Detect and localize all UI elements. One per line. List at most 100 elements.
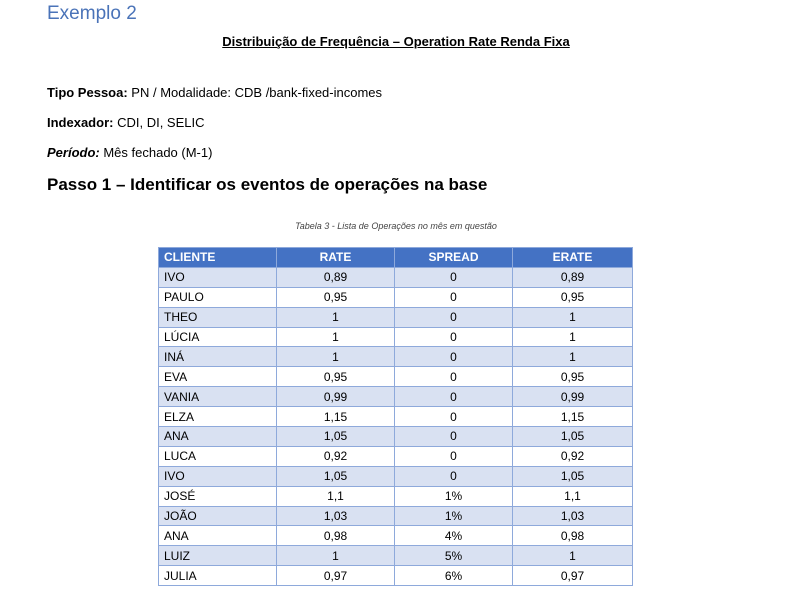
table-row: PAULO 0,95 0 0,95 <box>158 286 633 308</box>
table-row: JULIA 0,97 6% 0,97 <box>158 565 633 587</box>
cell-spread: 0 <box>394 465 513 487</box>
document-title: Distribuição de Frequência – Operation R… <box>222 34 570 49</box>
cell-erate: 0,92 <box>512 445 633 467</box>
cell-spread: 0 <box>394 445 513 467</box>
cell-rate: 0,89 <box>276 266 395 288</box>
column-header-rate: RATE <box>276 247 395 268</box>
cell-erate: 1 <box>512 306 633 328</box>
cell-spread: 1% <box>394 505 513 527</box>
table-row: ANA 0,98 4% 0,98 <box>158 525 633 547</box>
cell-erate: 1 <box>512 326 633 348</box>
cell-erate: 1,03 <box>512 505 633 527</box>
cell-cliente: PAULO <box>158 286 277 308</box>
cell-cliente: LUCA <box>158 445 277 467</box>
cell-erate: 0,89 <box>512 266 633 288</box>
cell-cliente: JULIA <box>158 565 277 587</box>
cell-erate: 0,98 <box>512 525 633 547</box>
meta-tipo-label: Tipo Pessoa: <box>47 85 128 100</box>
cell-rate: 0,95 <box>276 286 395 308</box>
cell-rate: 1 <box>276 545 395 567</box>
cell-rate: 0,98 <box>276 525 395 547</box>
cell-cliente: ANA <box>158 525 277 547</box>
cell-cliente: LUIZ <box>158 545 277 567</box>
cell-cliente: JOSÉ <box>158 485 277 507</box>
meta-periodo: Período: Mês fechado (M-1) <box>47 145 212 160</box>
cell-spread: 6% <box>394 565 513 587</box>
meta-periodo-value: Mês fechado (M-1) <box>99 145 213 160</box>
cell-rate: 1 <box>276 326 395 348</box>
table-row: VANIA 0,99 0 0,99 <box>158 386 633 408</box>
column-header-erate: ERATE <box>512 247 633 268</box>
meta-tipo-value: PN / Modalidade: CDB /bank-fixed-incomes <box>127 85 383 100</box>
table-row: THEO 1 0 1 <box>158 306 633 328</box>
cell-erate: 0,97 <box>512 565 633 587</box>
cell-spread: 4% <box>394 525 513 547</box>
cell-erate: 0,99 <box>512 386 633 408</box>
cell-spread: 0 <box>394 306 513 328</box>
cell-rate: 1,05 <box>276 426 395 447</box>
meta-indexador-value: CDI, DI, SELIC <box>113 115 205 130</box>
cell-spread: 0 <box>394 326 513 348</box>
cell-spread: 0 <box>394 366 513 388</box>
column-header-cliente: CLIENTE <box>158 247 277 268</box>
cell-spread: 1% <box>394 485 513 507</box>
meta-indexador: Indexador: CDI, DI, SELIC <box>47 115 205 130</box>
table-row: INÁ 1 0 1 <box>158 346 633 368</box>
table-row: LUIZ 1 5% 1 <box>158 545 633 567</box>
cell-cliente: THEO <box>158 306 277 328</box>
table-row: IVO 1,05 0 1,05 <box>158 465 633 487</box>
cell-spread: 0 <box>394 266 513 288</box>
cell-spread: 5% <box>394 545 513 567</box>
column-header-spread: SPREAD <box>394 247 513 268</box>
table-row: JOSÉ 1,1 1% 1,1 <box>158 485 633 507</box>
cell-rate: 0,97 <box>276 565 395 587</box>
table-caption: Tabela 3 - Lista de Operações no mês em … <box>295 221 497 231</box>
cell-rate: 0,99 <box>276 386 395 408</box>
table-body: IVO 0,89 0 0,89 PAULO 0,95 0 0,95 THEO 1 0 1 LÚCIA 1 0… <box>158 266 633 587</box>
table-row: ELZA 1,15 0 1,15 <box>158 406 633 428</box>
cell-rate: 1,15 <box>276 406 395 428</box>
cell-spread: 0 <box>394 346 513 368</box>
example-heading: Exemplo 2 <box>47 3 137 24</box>
cell-cliente: JOÃO <box>158 505 277 527</box>
cell-rate: 0,92 <box>276 445 395 467</box>
operations-table: CLIENTE RATE SPREAD ERATE IVO 0,89 0 0,89 PA… <box>158 247 633 587</box>
cell-rate: 1 <box>276 306 395 328</box>
table-row: LÚCIA 1 0 1 <box>158 326 633 348</box>
cell-rate: 0,95 <box>276 366 395 388</box>
cell-erate: 1 <box>512 545 633 567</box>
table-row: EVA 0,95 0 0,95 <box>158 366 633 388</box>
cell-rate: 1,03 <box>276 505 395 527</box>
cell-erate: 0,95 <box>512 286 633 308</box>
cell-cliente: VANIA <box>158 386 277 408</box>
cell-spread: 0 <box>394 286 513 308</box>
cell-erate: 1 <box>512 346 633 368</box>
cell-cliente: ANA <box>158 426 277 447</box>
table-row: LUCA 0,92 0 0,92 <box>158 445 633 467</box>
cell-cliente: LÚCIA <box>158 326 277 348</box>
cell-spread: 0 <box>394 386 513 408</box>
cell-spread: 0 <box>394 406 513 428</box>
step-heading: Passo 1 – Identificar os eventos de oper… <box>47 175 488 194</box>
cell-cliente: ELZA <box>158 406 277 428</box>
cell-erate: 0,95 <box>512 366 633 388</box>
meta-tipo-pessoa: Tipo Pessoa: PN / Modalidade: CDB /bank-… <box>47 85 382 100</box>
meta-periodo-label: Período: <box>47 145 100 160</box>
cell-cliente: IVO <box>158 465 277 487</box>
cell-cliente: INÁ <box>158 346 277 368</box>
cell-erate: 1,15 <box>512 406 633 428</box>
table-row: JOÃO 1,03 1% 1,03 <box>158 505 633 527</box>
table-row: IVO 0,89 0 0,89 <box>158 266 633 288</box>
cell-rate: 1,1 <box>276 485 395 507</box>
cell-erate: 1,05 <box>512 426 633 447</box>
cell-cliente: IVO <box>158 266 277 288</box>
table-row: ANA 1,05 0 1,05 <box>158 426 633 447</box>
cell-spread: 0 <box>394 426 513 447</box>
cell-rate: 1,05 <box>276 465 395 487</box>
cell-rate: 1 <box>276 346 395 368</box>
cell-erate: 1,1 <box>512 485 633 507</box>
table-header-row: CLIENTE RATE SPREAD ERATE <box>158 247 633 268</box>
meta-indexador-label: Indexador: <box>47 115 114 130</box>
cell-cliente: EVA <box>158 366 277 388</box>
